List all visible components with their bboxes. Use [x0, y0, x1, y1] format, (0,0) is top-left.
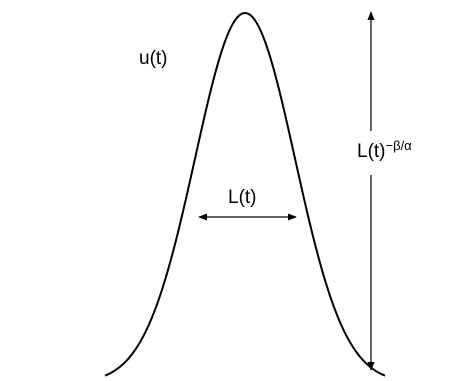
height-label-exponent: −β/α [385, 138, 412, 153]
width-label: L(t) [228, 187, 257, 208]
height-label: L(t)−β/α [357, 139, 412, 162]
height-label-base: L(t) [357, 141, 386, 162]
pulse-curve [104, 11, 386, 377]
curve-label: u(t) [139, 48, 168, 69]
